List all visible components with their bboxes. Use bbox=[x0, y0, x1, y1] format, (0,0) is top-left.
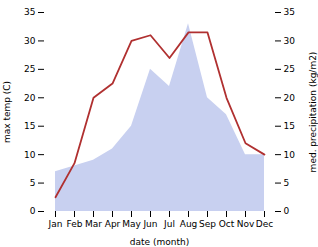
svg-text:Dec: Dec bbox=[256, 219, 273, 229]
svg-text:5: 5 bbox=[30, 178, 36, 188]
svg-text:date (month): date (month) bbox=[130, 237, 189, 247]
svg-text:20: 20 bbox=[284, 93, 296, 103]
svg-text:35: 35 bbox=[284, 7, 295, 17]
svg-text:15: 15 bbox=[24, 121, 35, 131]
svg-text:med. precipitation (kg/m2): med. precipitation (kg/m2) bbox=[308, 52, 318, 173]
svg-text:Jul: Jul bbox=[163, 219, 175, 229]
svg-text:Feb: Feb bbox=[67, 219, 83, 229]
svg-text:Nov: Nov bbox=[237, 219, 255, 229]
svg-text:35: 35 bbox=[24, 7, 35, 17]
svg-text:Apr: Apr bbox=[105, 219, 121, 229]
svg-text:5: 5 bbox=[284, 178, 290, 188]
svg-text:20: 20 bbox=[24, 93, 36, 103]
svg-text:Sep: Sep bbox=[199, 219, 216, 229]
svg-text:0: 0 bbox=[30, 206, 36, 216]
svg-text:25: 25 bbox=[284, 64, 295, 74]
svg-text:Jun: Jun bbox=[142, 219, 157, 229]
svg-text:max temp (C): max temp (C) bbox=[2, 81, 12, 143]
svg-text:Oct: Oct bbox=[219, 219, 235, 229]
svg-text:10: 10 bbox=[284, 150, 296, 160]
svg-text:25: 25 bbox=[24, 64, 35, 74]
svg-text:May: May bbox=[122, 219, 141, 229]
svg-text:15: 15 bbox=[284, 121, 295, 131]
svg-text:0: 0 bbox=[284, 206, 290, 216]
svg-text:10: 10 bbox=[24, 150, 36, 160]
svg-text:Mar: Mar bbox=[85, 219, 102, 229]
svg-text:Jan: Jan bbox=[48, 219, 63, 229]
svg-text:Aug: Aug bbox=[180, 219, 198, 229]
svg-text:30: 30 bbox=[284, 36, 296, 46]
svg-text:30: 30 bbox=[24, 36, 36, 46]
